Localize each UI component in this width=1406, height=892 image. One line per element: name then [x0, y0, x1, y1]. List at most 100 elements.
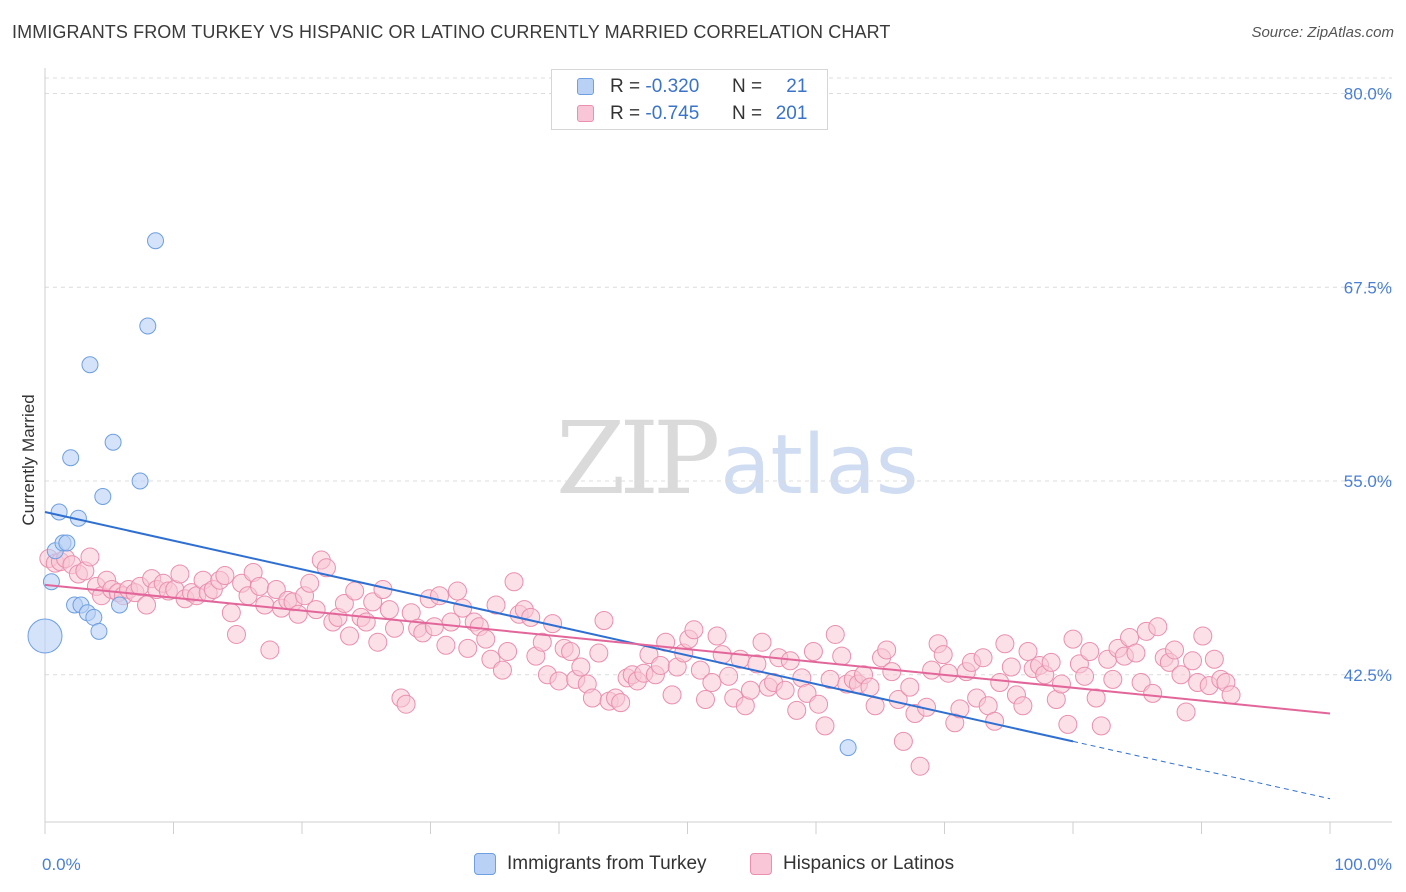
- hispanic-point: [363, 592, 383, 612]
- legend-r-label: R =: [610, 103, 641, 124]
- chart-title: IMMIGRANTS FROM TURKEY VS HISPANIC OR LA…: [12, 22, 891, 42]
- hispanic-point: [571, 657, 591, 677]
- hispanic-point: [611, 693, 631, 713]
- hispanic-point: [1165, 640, 1185, 660]
- hispanic-point: [752, 632, 772, 652]
- hispanic-point: [860, 677, 880, 697]
- hispanic-point: [215, 566, 235, 586]
- hispanic-point: [787, 700, 807, 720]
- hispanic-point: [250, 576, 270, 596]
- hispanic-point: [938, 663, 958, 683]
- hispanic-point: [492, 660, 512, 680]
- hispanic-point: [1143, 683, 1163, 703]
- hispanic-point: [707, 626, 727, 646]
- legend-n-value-turkey: 21: [786, 76, 808, 97]
- hispanic-point: [316, 558, 336, 578]
- hispanic-point: [695, 690, 715, 710]
- hispanic-point: [1018, 642, 1038, 661]
- bottom-legend-swatch-hispanic: [750, 853, 772, 875]
- hispanic-point: [504, 572, 524, 592]
- y-tick-label: 80.0%: [1344, 85, 1392, 104]
- hispanic-point: [334, 593, 354, 613]
- hispanic-point: [340, 626, 360, 646]
- hispanic-points: [39, 547, 1241, 776]
- legend-swatch-hispanic: [577, 105, 594, 122]
- watermark: ZIPatlas: [556, 400, 918, 517]
- hispanic-point: [651, 655, 671, 675]
- legend-r-value-hispanic: -0.745: [645, 103, 700, 124]
- watermark-zip: ZIP: [556, 400, 720, 517]
- hispanic-point: [379, 600, 399, 620]
- axis-labels: 42.5% 55.0% 67.5% 80.0% 0.0% 100.0% Currently …: [19, 85, 1392, 875]
- turkey-point: [147, 232, 165, 250]
- hispanic-point: [226, 624, 246, 644]
- hispanic-point: [1126, 643, 1146, 663]
- turkey-point: [50, 503, 68, 521]
- turkey-trend-extension: [1072, 740, 1331, 800]
- hispanic-point: [1080, 642, 1100, 661]
- y-axis-label: Currently Married: [19, 394, 38, 525]
- hispanic-point: [990, 673, 1010, 692]
- turkey-point: [27, 618, 63, 654]
- hispanic-point: [255, 595, 275, 615]
- hispanic-point: [582, 688, 602, 708]
- y-tick-label: 67.5%: [1344, 278, 1392, 297]
- hispanic-point: [719, 666, 739, 686]
- turkey-point: [139, 317, 157, 335]
- legend-n-value-hispanic: 201: [775, 103, 808, 124]
- x-tick-label: 0.0%: [42, 855, 81, 874]
- turkey-point: [58, 534, 76, 552]
- hispanic-point: [385, 618, 405, 638]
- hispanic-point: [1221, 685, 1241, 705]
- hispanic-point: [973, 648, 993, 668]
- hispanic-point: [436, 635, 456, 655]
- legend-n-label: N =: [732, 76, 763, 97]
- hispanic-point: [561, 642, 581, 661]
- bottom-legend-label-hispanic: Hispanics or Latinos: [783, 853, 955, 874]
- hispanic-point: [447, 581, 467, 601]
- hispanic-point: [877, 640, 897, 660]
- hispanic-point: [486, 595, 506, 615]
- legend-r-value-turkey: -0.320: [645, 76, 700, 97]
- hispanic-point: [882, 662, 902, 682]
- correlation-legend: R = -0.320 N = 21 R = -0.745 N = 201: [551, 69, 828, 130]
- bottom-legend-label-turkey: Immigrants from Turkey: [507, 853, 707, 874]
- turkey-point: [81, 356, 99, 374]
- hispanic-point: [995, 634, 1015, 654]
- hispanic-point: [803, 642, 823, 661]
- hispanic-point: [137, 595, 157, 615]
- hispanic-point: [170, 564, 190, 584]
- hispanic-point: [532, 632, 552, 652]
- hispanic-point: [521, 607, 541, 627]
- hispanic-point: [747, 654, 767, 674]
- hispanic-point: [690, 660, 710, 680]
- x-tick-label: 100.0%: [1334, 855, 1392, 874]
- hispanic-point: [288, 604, 308, 624]
- hispanic-point: [1091, 716, 1111, 736]
- trend-lines: [44, 511, 1331, 800]
- hispanic-point: [1058, 714, 1078, 734]
- y-tick-label: 55.0%: [1344, 472, 1392, 491]
- turkey-point: [839, 739, 857, 757]
- hispanic-point: [910, 756, 930, 776]
- hispanic-point: [922, 660, 942, 680]
- hispanic-point: [662, 685, 682, 705]
- hispanic-point: [1086, 688, 1106, 708]
- hispanic-point: [684, 620, 704, 640]
- hispanic-point: [476, 629, 496, 649]
- hispanic-point: [1013, 696, 1033, 716]
- hispanic-point: [1183, 651, 1203, 671]
- hispanic-point: [1103, 669, 1123, 689]
- hispanic-point: [1171, 665, 1191, 685]
- hispanic-point: [396, 694, 416, 714]
- turkey-point: [42, 573, 60, 591]
- turkey-point: [94, 488, 112, 505]
- hispanic-point: [80, 547, 100, 567]
- turkey-point: [104, 433, 122, 451]
- hispanic-point: [221, 603, 241, 623]
- legend-r-label: R =: [610, 76, 641, 97]
- turkey-point: [111, 596, 129, 614]
- hispanic-point: [740, 680, 760, 700]
- hispanic-point: [950, 699, 970, 719]
